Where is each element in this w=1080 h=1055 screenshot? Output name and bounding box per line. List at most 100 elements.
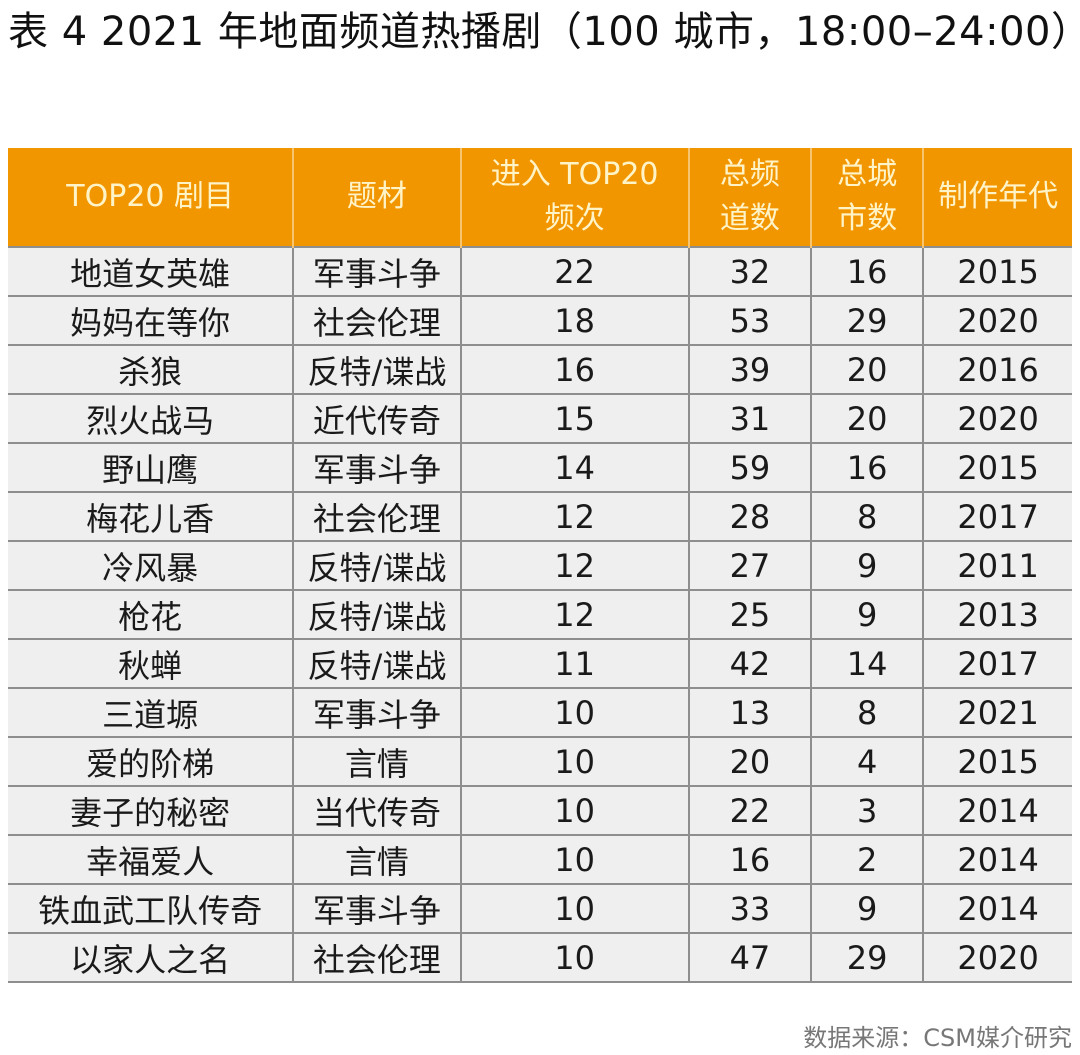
header-label: 总城市数 <box>837 157 898 236</box>
cell-drama: 野山鹰 <box>8 443 294 493</box>
cell-top20-count: 11 <box>459 639 689 689</box>
cell-cities: 9 <box>810 590 924 640</box>
cell-genre: 军事斗争 <box>292 884 461 934</box>
cell-channels: 33 <box>687 884 812 934</box>
cell-channels: 53 <box>687 296 812 346</box>
cell-drama: 烈火战马 <box>8 394 294 444</box>
cell-channels: 22 <box>687 786 812 836</box>
cell-year: 2015 <box>922 443 1072 493</box>
cell-cities: 20 <box>810 345 924 395</box>
cell-top20-count: 16 <box>459 345 689 395</box>
cell-channels: 42 <box>687 639 812 689</box>
header-cities: 总城市数 <box>810 148 924 247</box>
cell-top20-count: 12 <box>459 492 689 542</box>
cell-channels: 32 <box>687 246 812 297</box>
cell-cities: 9 <box>810 884 924 934</box>
cell-year: 2011 <box>922 541 1072 591</box>
cell-genre: 言情 <box>292 737 461 787</box>
cell-year: 2016 <box>922 345 1072 395</box>
cell-top20-count: 10 <box>459 835 689 885</box>
header-label: 题材 <box>346 179 407 214</box>
cell-drama: 秋蝉 <box>8 639 294 689</box>
table-row: 妻子的秘密 当代传奇 10 22 3 2014 <box>8 786 1072 836</box>
table-row: 幸福爱人 言情 10 16 2 2014 <box>8 835 1072 885</box>
table-row: 以家人之名 社会伦理 10 47 29 2020 <box>8 933 1072 983</box>
cell-drama: 妻子的秘密 <box>8 786 294 836</box>
cell-channels: 27 <box>687 541 812 591</box>
cell-channels: 28 <box>687 492 812 542</box>
cell-cities: 2 <box>810 835 924 885</box>
cell-year: 2015 <box>922 246 1072 297</box>
cell-top20-count: 18 <box>459 296 689 346</box>
cell-drama: 枪花 <box>8 590 294 640</box>
cell-year: 2020 <box>922 933 1072 983</box>
cell-cities: 9 <box>810 541 924 591</box>
cell-year: 2017 <box>922 639 1072 689</box>
table-row: 铁血武工队传奇 军事斗争 10 33 9 2014 <box>8 884 1072 934</box>
cell-year: 2014 <box>922 786 1072 836</box>
table-title: 表 4 2021 年地面频道热播剧（100 城市，18:00–24:00） <box>8 9 1080 55</box>
cell-channels: 16 <box>687 835 812 885</box>
cell-top20-count: 12 <box>459 590 689 640</box>
cell-cities: 20 <box>810 394 924 444</box>
table-row: 烈火战马 近代传奇 15 31 20 2020 <box>8 394 1072 444</box>
cell-genre: 社会伦理 <box>292 492 461 542</box>
cell-genre: 社会伦理 <box>292 933 461 983</box>
cell-cities: 29 <box>810 296 924 346</box>
cell-drama: 三道塬 <box>8 688 294 738</box>
cell-drama: 妈妈在等你 <box>8 296 294 346</box>
cell-year: 2020 <box>922 296 1072 346</box>
table-row: 秋蝉 反特/谍战 11 42 14 2017 <box>8 639 1072 689</box>
cell-top20-count: 10 <box>459 786 689 836</box>
header-year: 制作年代 <box>922 148 1072 247</box>
cell-top20-count: 15 <box>459 394 689 444</box>
cell-top20-count: 10 <box>459 884 689 934</box>
cell-channels: 20 <box>687 737 812 787</box>
cell-drama: 爱的阶梯 <box>8 737 294 787</box>
cell-top20-count: 22 <box>459 246 689 297</box>
cell-genre: 反特/谍战 <box>292 590 461 640</box>
data-source: 数据来源：CSM媒介研究 <box>803 1024 1072 1052</box>
cell-channels: 39 <box>687 345 812 395</box>
cell-genre: 社会伦理 <box>292 296 461 346</box>
cell-year: 2014 <box>922 884 1072 934</box>
header-genre: 题材 <box>292 148 461 247</box>
cell-drama: 以家人之名 <box>8 933 294 983</box>
header-drama: TOP20 剧目 <box>8 148 294 247</box>
header-top20-count: 进入 TOP20 频次 <box>459 148 689 247</box>
cell-top20-count: 10 <box>459 737 689 787</box>
cell-genre: 军事斗争 <box>292 443 461 493</box>
table-row: 冷风暴 反特/谍战 12 27 9 2011 <box>8 541 1072 591</box>
cell-channels: 13 <box>687 688 812 738</box>
table-row: 三道塬 军事斗争 10 13 8 2021 <box>8 688 1072 738</box>
table-row: 爱的阶梯 言情 10 20 4 2015 <box>8 737 1072 787</box>
cell-channels: 47 <box>687 933 812 983</box>
cell-drama: 冷风暴 <box>8 541 294 591</box>
table-row: 梅花儿香 社会伦理 12 28 8 2017 <box>8 492 1072 542</box>
cell-year: 2020 <box>922 394 1072 444</box>
cell-cities: 3 <box>810 786 924 836</box>
header-row: TOP20 剧目 题材 进入 TOP20 频次 总频道数 总城市数 制作年代 <box>8 148 1072 247</box>
cell-top20-count: 12 <box>459 541 689 591</box>
table-row: 杀狼 反特/谍战 16 39 20 2016 <box>8 345 1072 395</box>
cell-drama: 铁血武工队传奇 <box>8 884 294 934</box>
cell-year: 2015 <box>922 737 1072 787</box>
cell-channels: 59 <box>687 443 812 493</box>
cell-cities: 4 <box>810 737 924 787</box>
cell-genre: 军事斗争 <box>292 688 461 738</box>
cell-cities: 16 <box>810 443 924 493</box>
cell-drama: 幸福爱人 <box>8 835 294 885</box>
hot-dramas-table: TOP20 剧目 题材 进入 TOP20 频次 总频道数 总城市数 制作年代 地… <box>8 148 1072 983</box>
header-label: 制作年代 <box>938 179 1059 214</box>
header-label: 进入 TOP20 频次 <box>490 157 659 236</box>
cell-cities: 8 <box>810 688 924 738</box>
header-label: TOP20 剧目 <box>66 179 235 214</box>
cell-channels: 31 <box>687 394 812 444</box>
cell-genre: 近代传奇 <box>292 394 461 444</box>
header-channels: 总频道数 <box>687 148 812 247</box>
cell-genre: 言情 <box>292 835 461 885</box>
cell-genre: 当代传奇 <box>292 786 461 836</box>
cell-year: 2013 <box>922 590 1072 640</box>
cell-cities: 8 <box>810 492 924 542</box>
cell-year: 2021 <box>922 688 1072 738</box>
